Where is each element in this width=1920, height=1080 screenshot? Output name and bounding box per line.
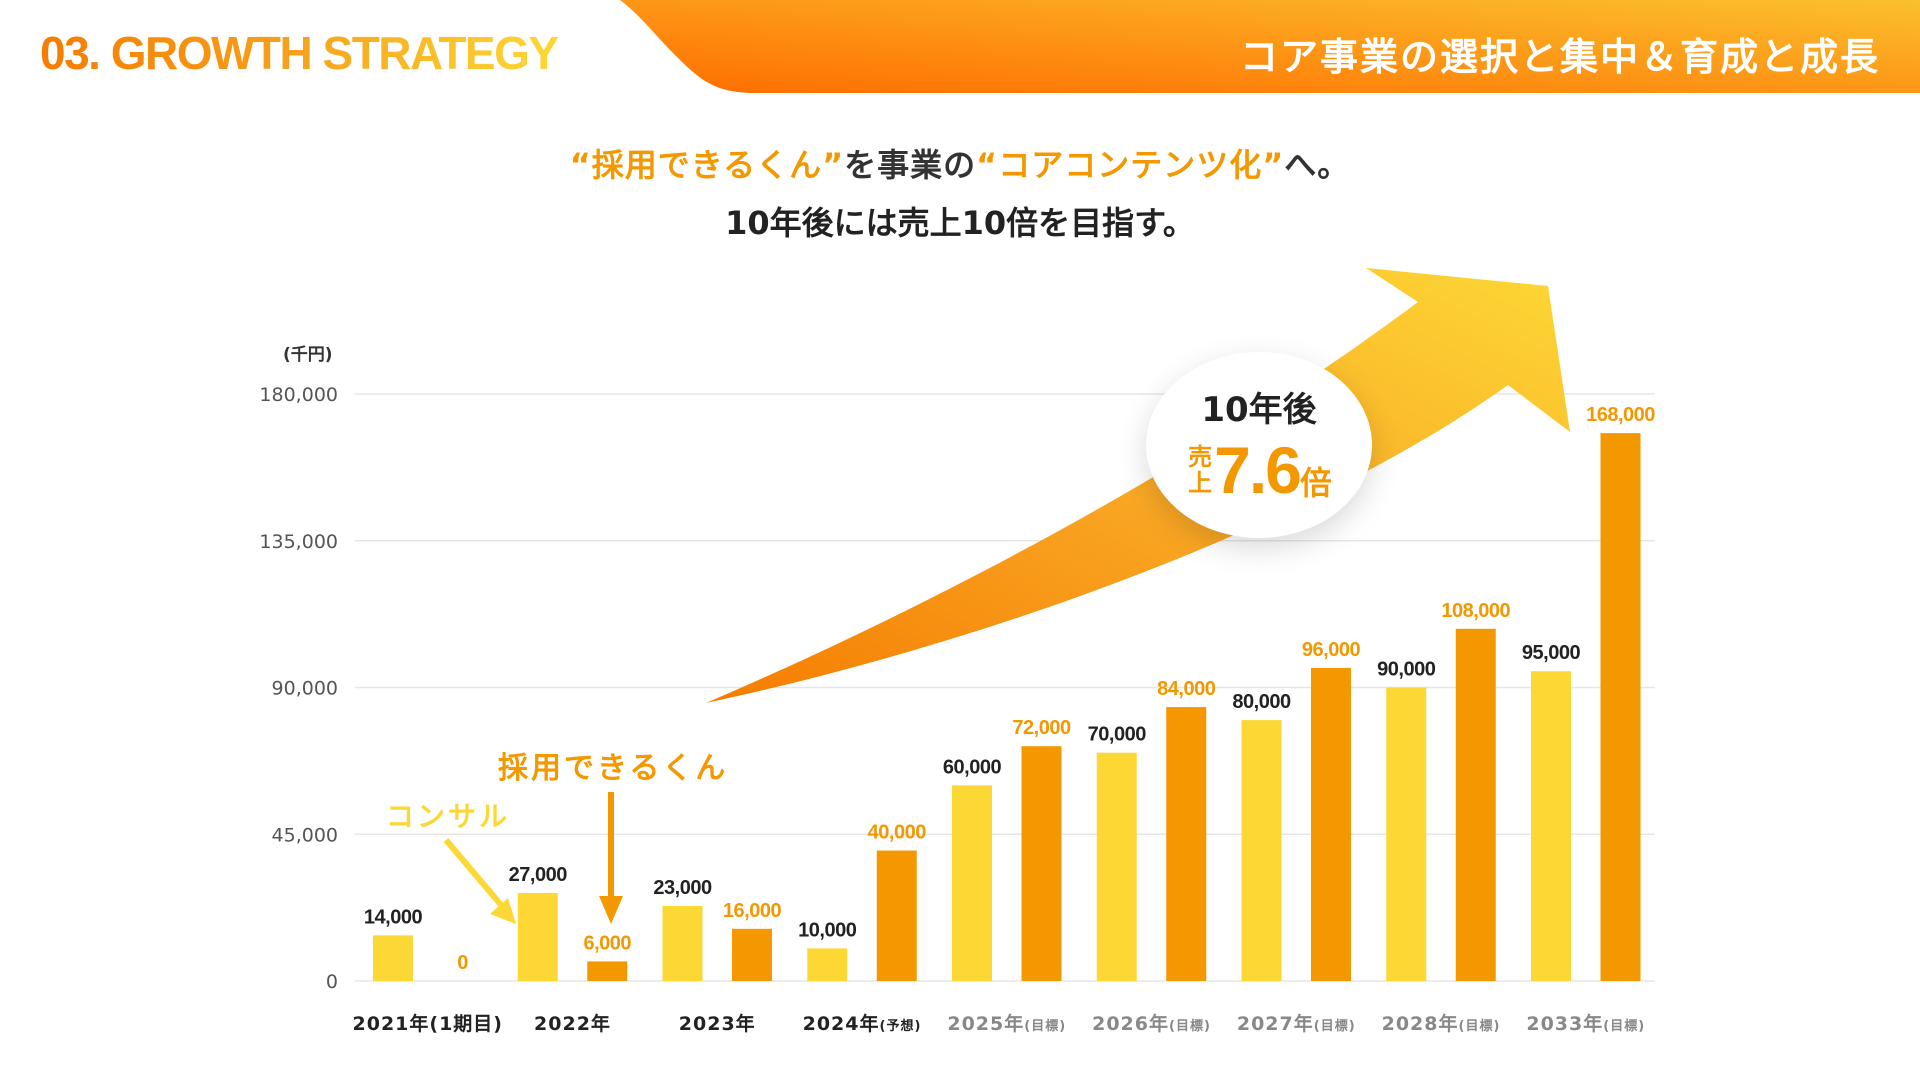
- annotation-saiyo: 採用できるくん: [498, 751, 729, 786]
- bar-consul: [1096, 752, 1137, 981]
- bar-value-label: 16,000: [723, 900, 782, 922]
- x-tick-note: (目標): [1603, 1018, 1645, 1034]
- bar-value-label: 0: [457, 952, 468, 974]
- bar-consul: [517, 892, 558, 981]
- y-axis-unit-label: (千円): [283, 345, 333, 365]
- x-tick-year: 2025年: [947, 1012, 1024, 1035]
- y-tick-label: 90,000: [272, 678, 338, 700]
- badge-suffix: 倍: [1299, 464, 1332, 502]
- bar-value-label: 40,000: [868, 822, 927, 844]
- bar-consul: [1531, 671, 1571, 981]
- badge-number: 7.6: [1214, 433, 1302, 507]
- growth-badge: 10年後 売上 7.6 倍: [1146, 352, 1372, 538]
- growth-arrow-icon: [706, 268, 1570, 703]
- header-banner: [620, 0, 1920, 93]
- badge-prefix: 売上: [1188, 443, 1213, 497]
- x-tick-year: 2021年: [353, 1012, 430, 1035]
- bar-value-label: 14,000: [364, 906, 423, 928]
- saiyo-arrow-icon: [599, 792, 623, 924]
- consul-arrow-icon: [443, 838, 516, 924]
- bars-layer: [373, 433, 1641, 982]
- x-tick-note: (目標): [1314, 1018, 1356, 1034]
- bar-value-label: 72,000: [1012, 717, 1071, 739]
- x-tick-note: (予想): [880, 1018, 922, 1034]
- bar-consul: [662, 905, 703, 981]
- bar-value-label: 168,000: [1586, 404, 1655, 426]
- header-banner-shape: [620, 0, 1920, 93]
- annotation-arrows: [443, 792, 623, 924]
- badge-multiplier: 売上 7.6 倍: [1146, 432, 1372, 508]
- x-tick-year: 2028年: [1382, 1012, 1459, 1035]
- bar-consul: [807, 948, 848, 981]
- x-tick-label: 2022年: [534, 1012, 611, 1035]
- bar-consul: [1241, 720, 1282, 981]
- x-tick-note: (目標): [1459, 1018, 1501, 1034]
- x-tick-year: 2022年: [534, 1012, 611, 1035]
- bar-value-label: 6,000: [583, 932, 631, 954]
- headline-text-2: へ。: [1284, 146, 1351, 184]
- y-tick-label: 0: [326, 971, 338, 993]
- x-tick-year: 2027年: [1237, 1012, 1314, 1035]
- bar-consul: [373, 935, 413, 981]
- bar-saiyo: [1021, 746, 1062, 981]
- x-tick-note: (目標): [1024, 1018, 1066, 1034]
- bar-saiyo: [1166, 707, 1207, 981]
- bar-value-label: 70,000: [1088, 724, 1147, 746]
- section-title: 03. GROWTH STRATEGY: [40, 27, 559, 79]
- bar-value-label: 10,000: [798, 919, 857, 941]
- headline-accent-1: “採用できるくん”: [569, 146, 845, 184]
- value-labels-layer: 14,000 0 27,000 6,000 23,000 16,000 10,000 40,0…: [364, 404, 1656, 974]
- x-tick-note: (1期目): [429, 1013, 503, 1035]
- bar-value-label: 27,000: [509, 864, 568, 886]
- y-tick-label: 135,000: [259, 531, 338, 553]
- x-tick-year: 2033年: [1526, 1012, 1603, 1035]
- bar-value-label: 23,000: [653, 877, 712, 899]
- headline-line-2: 10年後には売上10倍を目指す。: [725, 204, 1195, 242]
- x-tick-label: 2024年(予想): [803, 1012, 922, 1035]
- bar-value-label: 95,000: [1522, 642, 1581, 664]
- x-tick-year: 2023年: [679, 1012, 756, 1035]
- bar-saiyo: [732, 928, 772, 981]
- x-tick-year: 2026年: [1092, 1012, 1169, 1035]
- bar-value-label: 108,000: [1441, 600, 1510, 622]
- bar-value-label: 96,000: [1302, 639, 1361, 661]
- headline-line-1: “採用できるくん”を事業の“コアコンテンツ化”へ。: [0, 140, 1920, 186]
- x-tick-label: 2033年(目標): [1526, 1012, 1645, 1035]
- y-tick-label: 180,000: [259, 384, 338, 406]
- bar-saiyo: [1311, 667, 1351, 981]
- bar-saiyo: [1600, 433, 1641, 982]
- x-tick-year: 2024年: [803, 1012, 880, 1035]
- headline-accent-2: “コアコンテンツ化”: [976, 146, 1285, 184]
- x-tick-label: 2023年: [679, 1012, 756, 1035]
- x-tick-label: 2027年(目標): [1237, 1012, 1356, 1035]
- badge-period: 10年後: [1201, 390, 1317, 430]
- grid-layer: 0 45,000 90,000 135,000 180,000: [259, 384, 1655, 993]
- headline-text-1: を事業の: [844, 146, 977, 184]
- x-tick-label: 2028年(目標): [1382, 1012, 1501, 1035]
- bar-saiyo: [876, 850, 917, 981]
- x-tick-note: (目標): [1169, 1018, 1211, 1034]
- x-tick-label: 2026年(目標): [1092, 1012, 1211, 1035]
- bar-value-label: 90,000: [1377, 659, 1436, 681]
- bar-value-label: 84,000: [1157, 678, 1216, 700]
- x-tick-label: 2021年(1期目): [353, 1012, 503, 1035]
- section-subtitle: コア事業の選択と集中＆育成と成長: [1239, 35, 1880, 79]
- bar-consul: [1386, 687, 1427, 981]
- x-axis-labels: 2021年(1期目) 2022年 2023年 2024年(予想) 2025年(目標) 20…: [353, 1012, 1645, 1035]
- bar-value-label: 80,000: [1232, 691, 1291, 713]
- bar-consul: [952, 785, 992, 981]
- bar-saiyo: [587, 961, 628, 981]
- annotation-consul: コンサル: [386, 800, 511, 833]
- y-tick-label: 45,000: [272, 824, 338, 846]
- bar-value-label: 60,000: [943, 756, 1002, 778]
- bar-saiyo: [1455, 628, 1496, 981]
- x-tick-label: 2025年(目標): [947, 1012, 1066, 1035]
